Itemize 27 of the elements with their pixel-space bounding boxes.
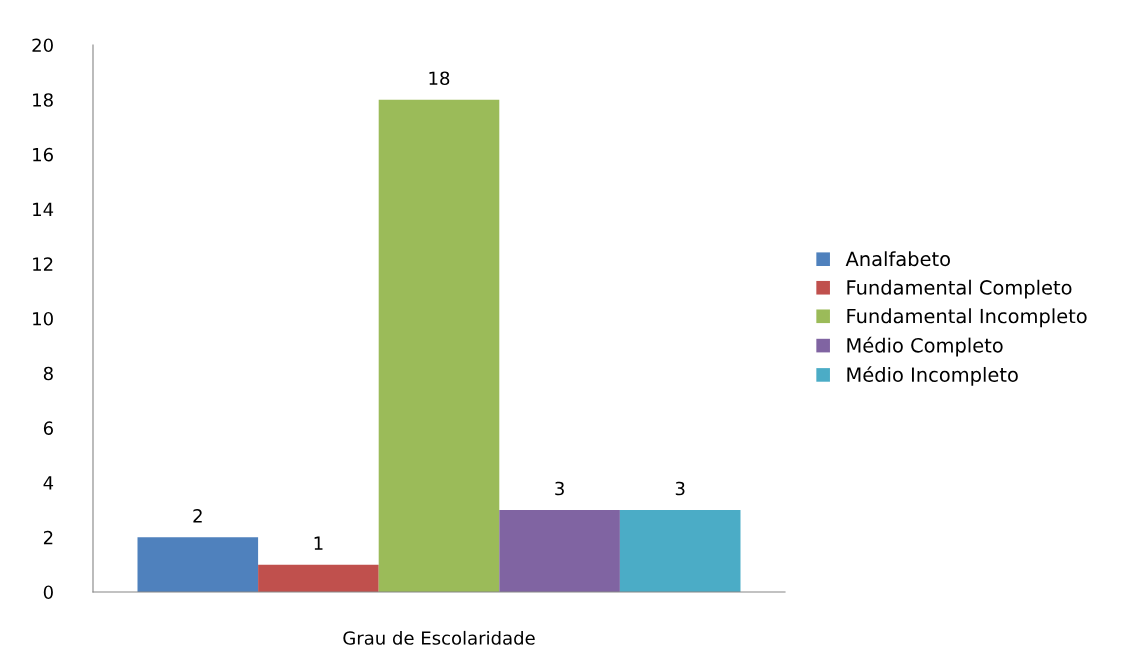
legend-label: Médio Incompleto (847, 366, 1018, 386)
y-tick-label: 20 (32, 38, 53, 53)
data-label: 1 (314, 536, 323, 550)
y-tick-label: 12 (33, 257, 53, 271)
bar (619, 509, 741, 592)
legend-label: Fundamental Completo (847, 279, 1072, 299)
bar (258, 564, 379, 592)
y-tick-label: 16 (33, 147, 53, 162)
bar (499, 509, 620, 592)
legend-label: Médio Completo (847, 336, 1003, 357)
data-label: 3 (675, 481, 685, 496)
bar (137, 537, 259, 592)
data-label: 18 (429, 71, 450, 86)
y-tick-label: 2 (43, 530, 53, 545)
y-tick-label: 10 (33, 311, 53, 326)
bar (378, 99, 500, 592)
y-tick-label: 4 (43, 476, 54, 490)
y-tick-label: 6 (43, 421, 53, 436)
legend-label: Fundamental Incompleto (847, 308, 1087, 328)
y-tick-label: 18 (33, 93, 53, 107)
legend-label: Analfabeto (845, 251, 950, 267)
data-label: 3 (555, 481, 564, 496)
y-tick-label: 14 (33, 202, 54, 216)
x-tick-label: Grau de Escolaridade (343, 630, 535, 645)
y-tick-label: 8 (43, 366, 53, 381)
data-label: 2 (193, 509, 202, 523)
y-tick-label: 0 (43, 585, 53, 600)
